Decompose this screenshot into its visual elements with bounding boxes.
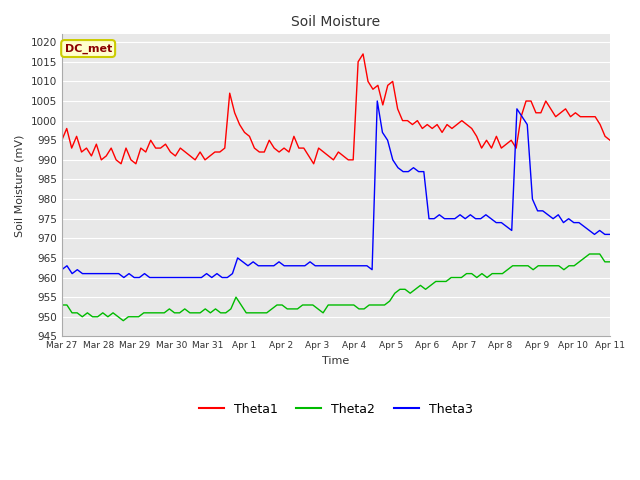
Theta1 xyxy=(596,121,604,127)
Theta2 xyxy=(606,259,614,265)
Theta2 xyxy=(586,251,593,257)
Theta1 xyxy=(493,133,500,139)
Theta1 xyxy=(255,149,263,155)
Theta3 xyxy=(606,231,614,237)
Theta1 xyxy=(438,130,446,135)
X-axis label: Time: Time xyxy=(323,356,349,366)
Theta3 xyxy=(228,271,236,276)
Theta3 xyxy=(482,212,490,217)
Theta1 xyxy=(374,83,381,88)
Theta1 xyxy=(606,137,614,143)
Text: DC_met: DC_met xyxy=(65,43,112,54)
Theta1 xyxy=(58,137,66,143)
Theta2 xyxy=(58,302,66,308)
Legend: Theta1, Theta2, Theta3: Theta1, Theta2, Theta3 xyxy=(194,398,478,421)
Theta3 xyxy=(508,228,516,233)
Theta3 xyxy=(456,212,464,217)
Theta2 xyxy=(534,263,542,269)
Theta2 xyxy=(499,271,506,276)
Line: Theta1: Theta1 xyxy=(62,54,610,164)
Title: Soil Moisture: Soil Moisture xyxy=(291,15,380,29)
Theta3 xyxy=(120,275,128,280)
Theta2 xyxy=(319,310,327,316)
Line: Theta3: Theta3 xyxy=(62,101,610,277)
Theta2 xyxy=(115,314,122,320)
Theta2 xyxy=(120,318,127,324)
Theta1 xyxy=(359,51,367,57)
Theta2 xyxy=(150,310,158,316)
Theta1 xyxy=(463,121,470,127)
Y-axis label: Soil Moisture (mV): Soil Moisture (mV) xyxy=(15,134,25,237)
Theta3 xyxy=(580,224,588,229)
Theta2 xyxy=(545,263,552,269)
Theta3 xyxy=(373,98,381,104)
Line: Theta2: Theta2 xyxy=(62,254,610,321)
Theta1 xyxy=(117,161,125,167)
Theta3 xyxy=(554,212,562,217)
Theta3 xyxy=(58,267,66,273)
